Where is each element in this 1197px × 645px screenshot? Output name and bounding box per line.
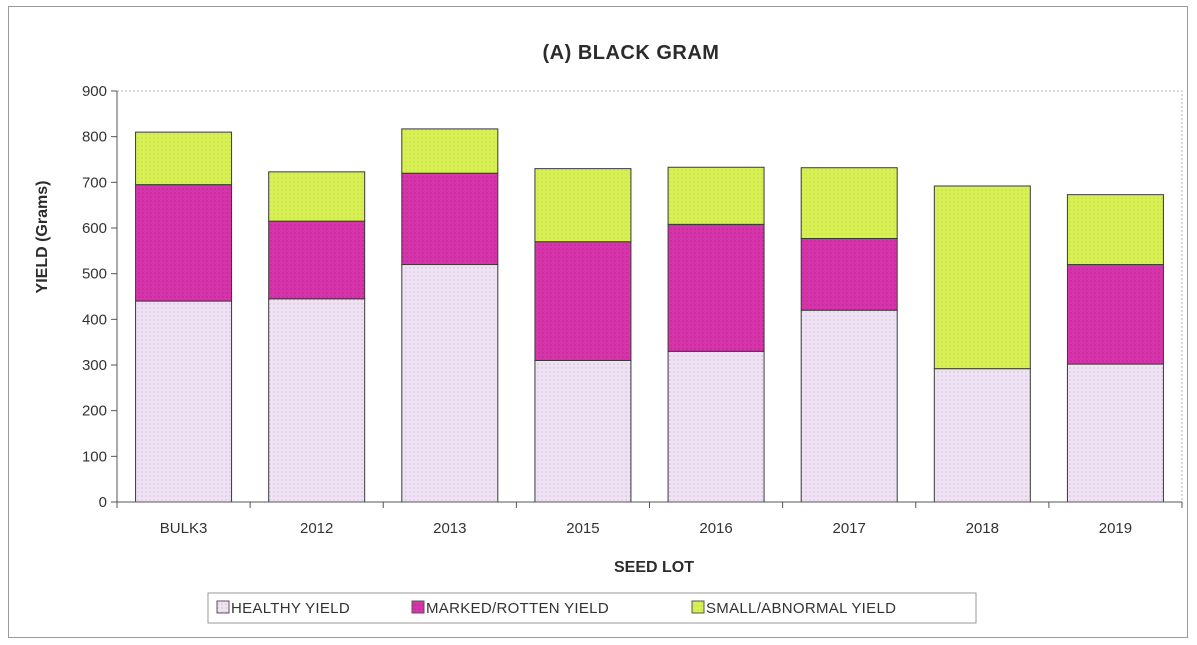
bar-healthy-2016 [667,350,765,503]
bar-marked-2015 [534,241,632,361]
x-tick-label: 2013 [433,520,466,537]
x-tick-label: 2017 [833,520,866,537]
bar-healthy-2018 [933,368,1031,503]
bar-stack-2019 [1066,194,1164,503]
legend-label-small: SMALL/ABNORMAL YIELD [706,600,896,617]
bar-stack-2018 [933,185,1031,503]
y-tick-label: 200 [82,403,107,420]
y-axis-title: YIELD (Grams) [34,181,51,294]
chart-svg: (A) BLACK GRAM YIELD (Grams) SEED LOT 0 1… [34,42,1183,624]
y-tick-label: 700 [82,174,107,191]
x-axis: BULK3 2012 2013 2015 2016 2017 2018 2019 [116,501,1183,537]
bar-small-2015 [534,168,632,243]
bar-healthy-2012 [268,298,366,503]
bar-small-2018 [933,185,1031,370]
legend-box [207,592,977,624]
bar-stack-2013 [401,128,499,503]
bar-marked-2016 [667,223,765,352]
legend-item-marked: MARKED/ROTTEN YIELD [411,600,609,617]
bar-marked-2017 [800,238,898,311]
bar-small-2012 [268,171,366,222]
legend-swatch-small [691,600,705,614]
x-tick-label: 2015 [566,520,599,537]
y-tick-label: 900 [82,83,107,100]
legend-item-small: SMALL/ABNORMAL YIELD [691,600,896,617]
x-tick-label: 2012 [300,520,333,537]
bar-healthy-2013 [401,264,499,503]
bar-small-2013 [401,128,499,174]
x-axis-title: SEED LOT [614,559,694,576]
legend-swatch-healthy [216,600,230,614]
y-tick-label: 800 [82,129,107,146]
y-axis: 0 100 200 300 400 500 600 700 800 900 [82,83,118,511]
y-tick-label: 500 [82,266,107,283]
bar-small-2017 [800,167,898,240]
chart-title: (A) BLACK GRAM [543,42,720,64]
bar-healthy-2019 [1066,363,1164,503]
bar-small-2016 [667,166,765,225]
legend-label-marked: MARKED/ROTTEN YIELD [426,600,609,617]
bars-group [135,128,1164,503]
bar-marked-BULK3 [135,184,233,302]
y-tick-label: 600 [82,220,107,237]
x-tick-label: 2016 [699,520,732,537]
y-tick-label: 400 [82,311,107,328]
bar-small-BULK3 [135,131,233,186]
bar-marked-2013 [401,172,499,266]
bar-marked-2019 [1066,264,1164,365]
x-tick-label: 2018 [966,520,999,537]
bar-healthy-2015 [534,359,632,503]
x-tick-label: BULK3 [160,520,208,537]
y-tick-label: 300 [82,357,107,374]
bar-marked-2012 [268,220,366,300]
bar-stack-2015 [534,168,632,503]
legend-swatch-marked [411,600,425,614]
bar-healthy-BULK3 [135,300,233,503]
x-tick-label: 2019 [1099,520,1132,537]
bar-stack-2017 [800,167,898,503]
bar-stack-2016 [667,166,765,503]
bar-stack-BULK3 [135,131,233,503]
legend-label-healthy: HEALTHY YIELD [231,600,350,617]
chart-frame: (A) BLACK GRAM YIELD (Grams) SEED LOT 0 1… [8,6,1188,638]
y-tick-label: 100 [82,448,107,465]
legend: HEALTHY YIELD MARKED/ROTTEN YIELD SMALL/… [207,592,977,624]
y-tick-label: 0 [99,494,107,511]
bar-stack-2012 [268,171,366,503]
bar-healthy-2017 [800,309,898,503]
legend-item-healthy: HEALTHY YIELD [216,600,350,617]
bar-small-2019 [1066,194,1164,266]
